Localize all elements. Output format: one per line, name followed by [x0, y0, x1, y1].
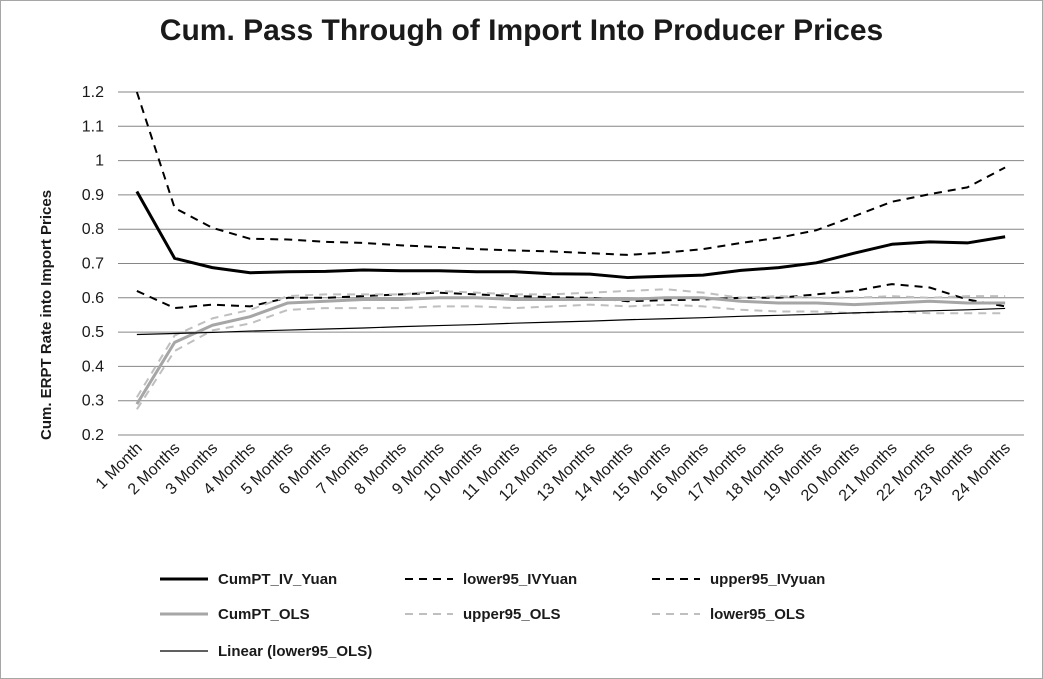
series-line-lower95_IVYuan: [136, 283, 1006, 310]
legend-label: lower95_IVYuan: [463, 571, 577, 588]
y-tick-label: 0.6: [82, 290, 104, 307]
legend-label: Linear (lower95_OLS): [218, 643, 372, 660]
series-line-lower95_OLS: [136, 303, 1006, 410]
y-tick-label: 0.5: [82, 324, 104, 341]
legend-label: lower95_OLS: [710, 606, 805, 623]
y-tick-label: 0.9: [82, 187, 104, 204]
legend-label: CumPT_OLS: [218, 606, 310, 623]
series-line-upper95_OLS: [136, 288, 1006, 398]
y-tick-label: 0.2: [82, 427, 104, 444]
series-line-Linear (lower95_OLS): [136, 307, 1006, 336]
series-line-upper95_IVyuan: [135, 91, 1006, 256]
chart-title: Cum. Pass Through of Import Into Produce…: [159, 14, 884, 47]
y-tick-label: 0.7: [82, 256, 104, 273]
y-tick-label: 1: [95, 153, 104, 170]
series-line-CumPT_IV_Yuan: [135, 190, 1006, 280]
legend-label: upper95_OLS: [463, 606, 561, 623]
y-tick-label: 0.3: [82, 393, 104, 410]
y-tick-label: 1.1: [82, 118, 104, 135]
y-tick-label: 1.2: [82, 84, 104, 101]
series-line-CumPT_OLS: [135, 296, 1006, 405]
legend-label: CumPT_IV_Yuan: [218, 571, 337, 588]
legend-label: upper95_IVyuan: [710, 571, 825, 588]
y-tick-label: 0.4: [82, 358, 104, 375]
y-tick-label: 0.8: [82, 221, 104, 238]
